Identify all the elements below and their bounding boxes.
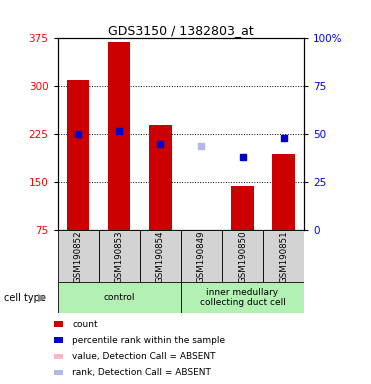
Text: GSM190853: GSM190853 (115, 230, 124, 283)
Bar (58, 282, 181, 313)
Bar (54, 338, 63, 343)
Bar (54, 354, 63, 359)
Bar (231, 185, 254, 230)
Text: ▶: ▶ (39, 293, 47, 303)
Bar (54, 321, 63, 327)
Text: GSM190851: GSM190851 (279, 230, 288, 283)
Title: GDS3150 / 1382803_at: GDS3150 / 1382803_at (108, 24, 254, 37)
Bar (263, 230, 304, 282)
Bar (140, 230, 181, 282)
Text: count: count (72, 319, 98, 329)
Bar (67, 80, 89, 230)
Bar (272, 154, 295, 230)
Bar (181, 230, 222, 282)
Text: GSM190852: GSM190852 (73, 230, 83, 283)
Text: GSM190854: GSM190854 (156, 230, 165, 283)
Bar (181, 282, 304, 313)
Bar (58, 230, 99, 282)
Bar (149, 125, 172, 230)
Text: value, Detection Call = ABSENT: value, Detection Call = ABSENT (72, 352, 216, 361)
Bar (99, 230, 140, 282)
Text: control: control (104, 293, 135, 302)
Text: percentile rank within the sample: percentile rank within the sample (72, 336, 226, 345)
Bar (108, 41, 131, 230)
Text: GSM190849: GSM190849 (197, 230, 206, 283)
Text: inner medullary
collecting duct cell: inner medullary collecting duct cell (200, 288, 285, 307)
Text: rank, Detection Call = ABSENT: rank, Detection Call = ABSENT (72, 368, 211, 377)
Bar (222, 230, 263, 282)
Text: cell type: cell type (4, 293, 46, 303)
Bar (54, 370, 63, 376)
Text: GSM190850: GSM190850 (238, 230, 247, 283)
